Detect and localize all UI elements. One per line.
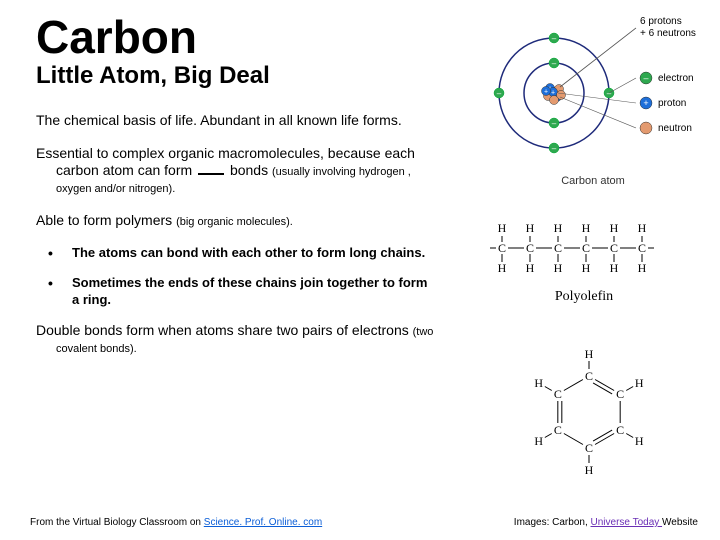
svg-text:+ 6 neutrons: + 6 neutrons bbox=[640, 28, 696, 39]
svg-text:C: C bbox=[498, 241, 506, 255]
fill-blank bbox=[198, 173, 224, 175]
svg-text:H: H bbox=[582, 261, 591, 275]
footer-credits: Images: Carbon, Universe Today Website bbox=[514, 517, 698, 528]
bullet-ring: Sometimes the ends of these chains join … bbox=[36, 275, 436, 308]
para-polymers-small: (big organic molecules). bbox=[176, 216, 293, 228]
svg-text:–: – bbox=[552, 119, 557, 128]
atom-diagram: ––––––++++6 protons+ 6 neutrons–electron… bbox=[478, 8, 708, 187]
para-polymers: Able to form polymers (big organic molec… bbox=[36, 212, 436, 229]
svg-text:–: – bbox=[643, 73, 648, 83]
para-bonds: Essential to complex organic macromolecu… bbox=[36, 145, 436, 196]
footer-credits-post: Website bbox=[662, 517, 698, 528]
svg-text:C: C bbox=[554, 241, 562, 255]
svg-text:C: C bbox=[616, 423, 624, 437]
svg-text:H: H bbox=[638, 261, 647, 275]
svg-text:–: – bbox=[607, 89, 612, 98]
para-basis: The chemical basis of life. Abundant in … bbox=[36, 112, 436, 129]
svg-text:C: C bbox=[585, 441, 593, 455]
svg-text:H: H bbox=[498, 221, 507, 235]
para-bonds-b: bonds bbox=[226, 162, 272, 178]
svg-text:H: H bbox=[610, 221, 619, 235]
svg-text:C: C bbox=[610, 241, 618, 255]
footer-credits-pre: Images: Carbon, bbox=[514, 517, 591, 528]
slide: Carbon Little Atom, Big Deal The chemica… bbox=[0, 0, 720, 540]
svg-text:H: H bbox=[635, 434, 644, 448]
svg-text:H: H bbox=[534, 434, 543, 448]
svg-text:proton: proton bbox=[658, 98, 686, 109]
svg-text:C: C bbox=[638, 241, 646, 255]
body-column: The chemical basis of life. Abundant in … bbox=[36, 112, 436, 356]
svg-text:H: H bbox=[585, 347, 594, 361]
para-double-bonds: Double bonds form when atoms share two p… bbox=[36, 322, 436, 356]
footer-source-link[interactable]: Science. Prof. Online. com bbox=[204, 517, 322, 528]
bullet-list: The atoms can bond with each other to fo… bbox=[36, 245, 436, 308]
svg-text:H: H bbox=[638, 221, 647, 235]
svg-text:C: C bbox=[554, 423, 562, 437]
svg-text:electron: electron bbox=[658, 73, 694, 84]
svg-text:H: H bbox=[498, 261, 507, 275]
bullet-chains: The atoms can bond with each other to fo… bbox=[36, 245, 436, 261]
ring-svg: CHCHCHCHCHCH bbox=[514, 332, 664, 492]
svg-text:6 protons: 6 protons bbox=[640, 16, 682, 27]
svg-text:C: C bbox=[616, 387, 624, 401]
polymer-caption: Polyolefin bbox=[484, 289, 684, 305]
svg-text:–: – bbox=[552, 144, 557, 153]
svg-text:H: H bbox=[554, 221, 563, 235]
svg-text:neutron: neutron bbox=[658, 123, 692, 134]
svg-text:C: C bbox=[526, 241, 534, 255]
svg-text:H: H bbox=[585, 463, 594, 477]
polymer-diagram: CHHCHHCHHCHHCHHCHH Polyolefin bbox=[484, 218, 684, 305]
svg-text:H: H bbox=[610, 261, 619, 275]
ring-diagram: CHCHCHCHCHCH bbox=[514, 332, 664, 497]
carbon-atom-svg: ––––––++++6 protons+ 6 neutrons–electron… bbox=[478, 8, 708, 168]
svg-text:H: H bbox=[534, 376, 543, 390]
para-polymers-a: Able to form polymers bbox=[36, 212, 176, 228]
svg-text:–: – bbox=[497, 89, 502, 98]
svg-text:–: – bbox=[552, 59, 557, 68]
svg-text:C: C bbox=[585, 369, 593, 383]
svg-text:+: + bbox=[643, 98, 648, 108]
svg-text:H: H bbox=[582, 221, 591, 235]
svg-text:C: C bbox=[554, 387, 562, 401]
footer-source: From the Virtual Biology Classroom on Sc… bbox=[30, 517, 322, 528]
para-db-a: Double bonds form when atoms share two p… bbox=[36, 322, 413, 338]
svg-text:H: H bbox=[554, 261, 563, 275]
footer-credits-link[interactable]: Universe Today bbox=[591, 517, 663, 528]
svg-text:+: + bbox=[544, 89, 548, 96]
svg-text:–: – bbox=[552, 34, 557, 43]
svg-text:H: H bbox=[526, 221, 535, 235]
svg-text:H: H bbox=[635, 376, 644, 390]
svg-text:H: H bbox=[526, 261, 535, 275]
svg-text:C: C bbox=[582, 241, 590, 255]
polyolefin-svg: CHHCHHCHHCHHCHHCHH bbox=[484, 218, 684, 278]
atom-caption: Carbon atom bbox=[478, 175, 708, 187]
footer-source-pre: From the Virtual Biology Classroom on bbox=[30, 517, 204, 528]
